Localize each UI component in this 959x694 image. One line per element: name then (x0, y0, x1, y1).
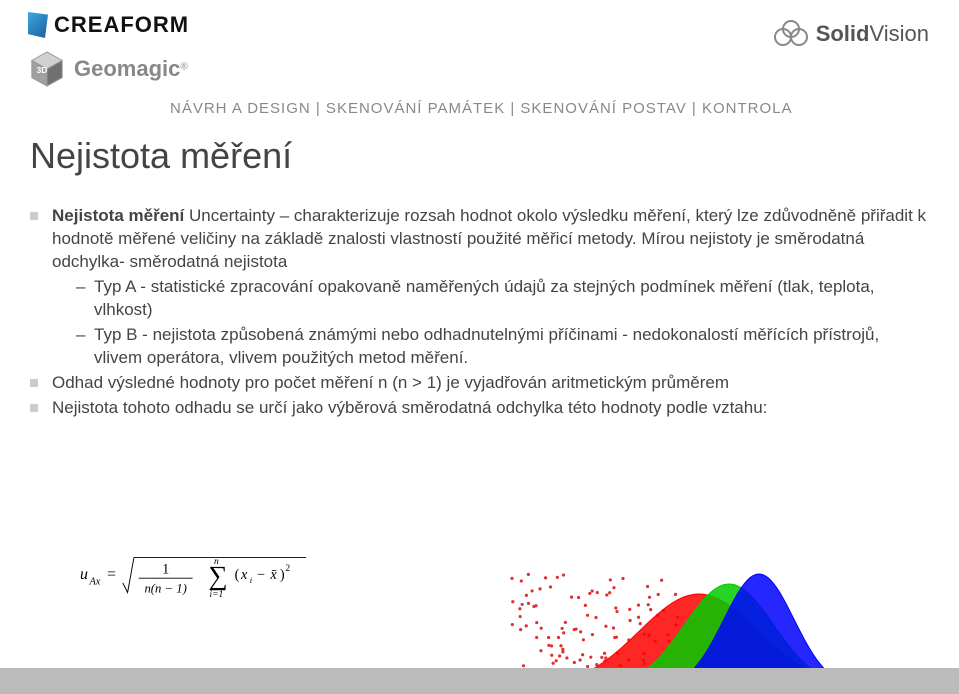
page-title: Nejistota měření (30, 135, 292, 177)
sub-item: –Typ B - nejistota způsobená známými neb… (76, 324, 929, 370)
bullet-item: Odhad výsledné hodnoty pro počet měření … (30, 372, 929, 395)
svg-text:=: = (107, 566, 116, 583)
bullet-item: Nejistota měření Uncertainty – charakter… (30, 205, 929, 274)
formula: u Ax = 1 n(n − 1) ∑ n i=1 ( x i − x̄ ) 2 (80, 540, 310, 615)
geomagic-logo: 3D Geomagic® (28, 50, 188, 88)
bullet-text: Nejistota měření Uncertainty – charakter… (52, 205, 929, 274)
bullet-square-icon (30, 404, 38, 412)
svg-text:(: ( (235, 567, 240, 583)
sub-item: –Typ A - statistické zpracování opakovan… (76, 276, 929, 322)
creaform-text: CREAFORM (54, 12, 189, 38)
svg-text:): ) (280, 567, 285, 583)
svg-text:2: 2 (285, 564, 290, 574)
svg-text:x: x (240, 567, 248, 583)
geomagic-text: Geomagic® (74, 56, 188, 82)
cube-3d-icon: 3D (28, 50, 66, 88)
header: CREAFORM 3D Geomagic® SolidVision (0, 0, 959, 105)
svg-text:1: 1 (162, 561, 169, 577)
solidvision-circles-icon (774, 20, 808, 48)
dash-icon: – (76, 276, 88, 299)
svg-text:i=1: i=1 (210, 590, 224, 600)
svg-text:3D: 3D (37, 65, 48, 75)
dash-icon: – (76, 324, 88, 347)
breadcrumb: NÁVRH A DESIGN | SKENOVÁNÍ PAMÁTEK | SKE… (170, 100, 793, 117)
sub-list: –Typ A - statistické zpracování opakovan… (76, 276, 929, 370)
svg-text:n(n − 1): n(n − 1) (144, 581, 186, 595)
svg-text:i: i (250, 575, 253, 585)
svg-text:n: n (214, 557, 219, 567)
content: Nejistota měření Uncertainty – charakter… (30, 205, 929, 421)
footer-band (0, 668, 959, 694)
svg-text:x̄: x̄ (269, 567, 277, 583)
bullet-text: Odhad výsledné hodnoty pro počet měření … (52, 372, 929, 395)
svg-text:Ax: Ax (89, 577, 101, 588)
svg-text:u: u (80, 566, 88, 583)
solidvision-text: SolidVision (816, 21, 929, 47)
bullet-square-icon (30, 379, 38, 387)
sub-text: Typ B - nejistota způsobená známými nebo… (94, 324, 929, 370)
bullet-text: Nejistota tohoto odhadu se určí jako výb… (52, 397, 929, 420)
creaform-logo: CREAFORM (28, 12, 189, 38)
solidvision-logo: SolidVision (774, 20, 929, 48)
creaform-wedge-icon (28, 12, 48, 38)
bullet-item: Nejistota tohoto odhadu se určí jako výb… (30, 397, 929, 420)
svg-text:−: − (257, 567, 265, 583)
bullet-square-icon (30, 212, 38, 220)
sub-text: Typ A - statistické zpracování opakovaně… (94, 276, 929, 322)
